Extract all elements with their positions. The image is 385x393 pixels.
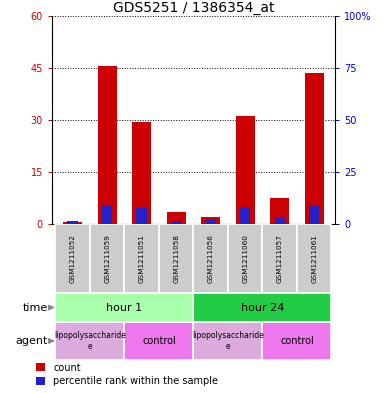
Text: time: time: [23, 303, 48, 312]
Bar: [297, 224, 331, 293]
Text: lipopolysaccharide
e: lipopolysaccharide e: [54, 331, 126, 351]
Bar: [55, 293, 194, 322]
Text: GSM1211059: GSM1211059: [104, 234, 110, 283]
Bar: [270, 198, 289, 224]
Bar: [98, 66, 117, 224]
Bar: [55, 322, 124, 360]
Text: GSM1211056: GSM1211056: [208, 234, 214, 283]
Text: control: control: [280, 336, 314, 346]
Bar: [305, 73, 324, 224]
Text: agent: agent: [16, 336, 48, 346]
Text: GSM1211051: GSM1211051: [139, 234, 145, 283]
Text: control: control: [142, 336, 176, 346]
Bar: [194, 322, 263, 360]
Bar: [124, 322, 194, 360]
Bar: [63, 222, 82, 224]
Text: hour 1: hour 1: [106, 303, 142, 312]
Legend: count, percentile rank within the sample: count, percentile rank within the sample: [36, 363, 218, 386]
Bar: [263, 224, 297, 293]
Bar: [201, 217, 220, 224]
Text: GSM1211060: GSM1211060: [242, 234, 248, 283]
Title: GDS5251 / 1386354_at: GDS5251 / 1386354_at: [113, 1, 274, 15]
Text: GSM1211052: GSM1211052: [70, 234, 76, 283]
Bar: [240, 208, 251, 224]
Bar: [159, 224, 193, 293]
Bar: [67, 221, 78, 224]
Bar: [132, 121, 151, 224]
Bar: [206, 219, 216, 224]
Bar: [275, 218, 285, 224]
Bar: [309, 206, 320, 224]
Bar: [136, 208, 147, 224]
Bar: [236, 116, 255, 224]
Text: hour 24: hour 24: [241, 303, 284, 312]
Bar: [90, 224, 124, 293]
Bar: [167, 212, 186, 224]
Bar: [194, 293, 331, 322]
Bar: [194, 224, 228, 293]
Text: GSM1211058: GSM1211058: [173, 234, 179, 283]
Text: GSM1211061: GSM1211061: [311, 234, 317, 283]
Bar: [102, 206, 112, 224]
Bar: [124, 224, 159, 293]
Bar: [171, 221, 181, 224]
Text: lipopolysaccharide
e: lipopolysaccharide e: [192, 331, 264, 351]
Text: GSM1211057: GSM1211057: [277, 234, 283, 283]
Bar: [228, 224, 263, 293]
Bar: [263, 322, 331, 360]
Bar: [55, 224, 90, 293]
